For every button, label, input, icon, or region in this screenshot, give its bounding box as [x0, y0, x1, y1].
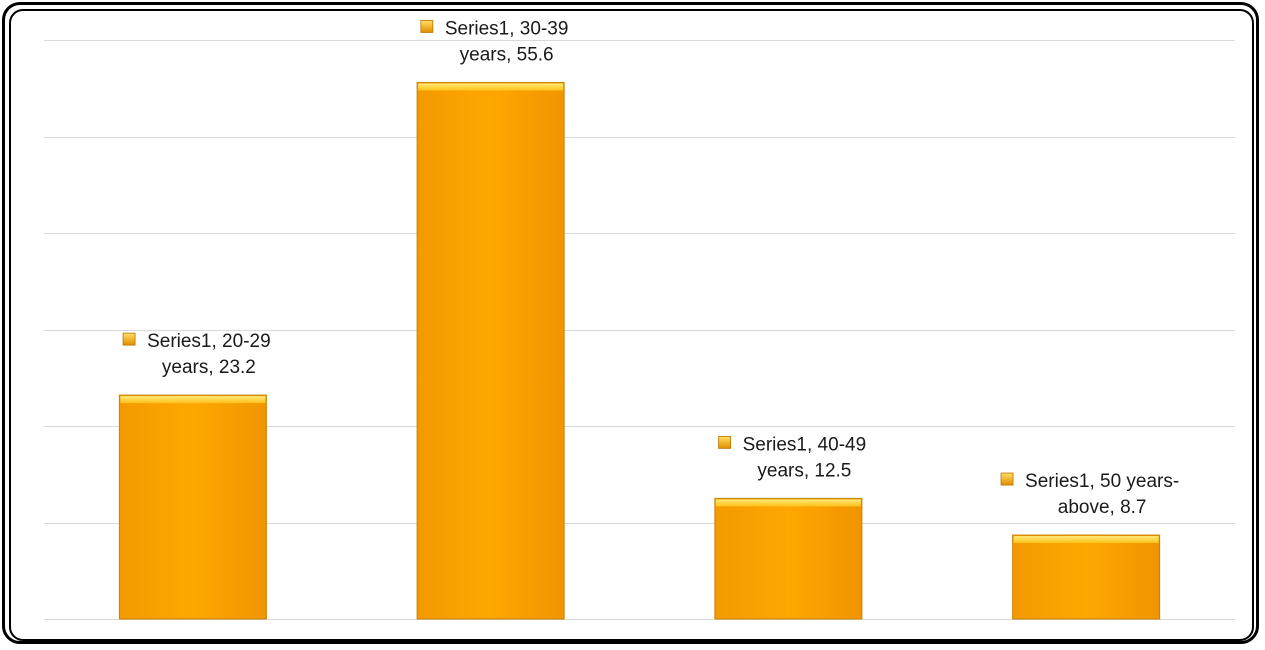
bar	[118, 394, 267, 620]
data-label: Series1, 50 years-above, 8.7	[1000, 471, 1179, 518]
bar	[1012, 534, 1161, 620]
bar-body	[118, 394, 267, 620]
legend-marker-icon	[1000, 472, 1014, 486]
data-label: Series1, 20-29 years, 23.2	[122, 331, 271, 378]
data-label-line-2: above, 8.7	[1058, 497, 1147, 518]
data-label: Series1, 30-39 years, 55.6	[420, 18, 569, 65]
chart-inner-border	[9, 9, 1254, 641]
data-label-line-1: Series1, 20-29	[147, 331, 271, 352]
bar-highlight	[1013, 536, 1159, 544]
data-label-line-1: Series1, 30-39	[445, 18, 569, 39]
data-label-line-1: Series1, 50 years-	[1025, 471, 1179, 492]
bar-body	[1012, 534, 1161, 620]
bar-highlight	[418, 83, 564, 91]
bar-body	[416, 81, 565, 620]
bar	[714, 497, 863, 620]
data-label-line-2: years, 55.6	[460, 44, 554, 65]
bar	[416, 81, 565, 620]
legend-marker-icon	[420, 20, 434, 33]
data-label-line-2: years, 12.5	[757, 460, 851, 481]
data-label: Series1, 40-49 years, 12.5	[718, 434, 867, 481]
data-label-line-1: Series1, 40-49	[743, 434, 867, 455]
legend-marker-icon	[122, 332, 136, 346]
data-labels: Series1, 20-29 years, 23.2 Series1, 30-39 y…	[122, 18, 1179, 518]
legend-marker-icon	[718, 435, 731, 449]
gridlines	[44, 40, 1235, 620]
bar-highlight	[120, 396, 266, 404]
bar-highlight	[715, 499, 861, 507]
data-label-line-2: years, 23.2	[162, 357, 256, 378]
bar-body	[714, 497, 863, 620]
bars	[118, 81, 1161, 620]
